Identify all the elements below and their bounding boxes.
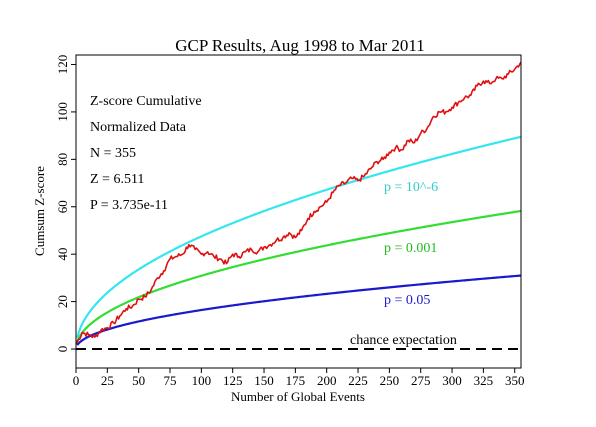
annotation-z: Z = 6.511 [90,172,144,187]
annotation-title: Z-score Cumulative [90,94,202,109]
y-tick-label: 100 [55,102,70,122]
x-tick-label: 250 [380,373,400,388]
annotation-n: N = 355 [90,146,136,161]
envelope-line [76,135,522,339]
y-tick-label: 60 [55,200,70,213]
annotation-normalized: Normalized Data [90,120,187,135]
x-tick-label: 125 [223,373,243,388]
stats-annotations: Z-score Cumulative Normalized Data N = 3… [90,94,202,213]
series-label-chance: chance expectation [350,333,457,348]
annotation-p: P = 3.735e-11 [90,198,168,213]
x-tick-label: 0 [73,373,80,388]
x-tick-label: 25 [101,373,114,388]
x-tick-label: 200 [317,373,337,388]
x-axis: 0 25 50 75 100 125 150 175 200 225 250 275 300 325 350 [73,368,525,388]
x-tick-label: 300 [442,373,462,388]
x-tick-label: 75 [164,373,177,388]
y-tick-label: 80 [55,153,70,166]
y-tick-label: 40 [55,248,70,261]
plot-area [75,61,522,351]
y-tick-label: 0 [55,346,70,353]
plot-frame [75,54,522,369]
x-tick-label: 50 [132,373,145,388]
cumulative-zscore-line [75,61,522,345]
series-label-p-005: p = 0.05 [384,293,430,308]
envelope-line [76,209,522,343]
x-tick-label: 325 [474,373,494,388]
x-tick-label: 100 [192,373,212,388]
x-tick-label: 175 [286,373,306,388]
x-tick-label: 275 [411,373,431,388]
envelope-line [76,274,522,346]
x-axis-label: Number of Global Events [231,389,365,404]
x-tick-label: 150 [254,373,274,388]
y-tick-label: 20 [55,295,70,308]
x-tick-label: 350 [505,373,525,388]
series-label-p-1e-6: p = 10^-6 [384,180,438,195]
y-axis-label: Cumsum Z-score [32,166,47,256]
series-label-p-0001: p = 0.001 [384,241,437,256]
y-tick-label: 120 [55,55,70,75]
chart-title: GCP Results, Aug 1998 to Mar 2011 [175,36,425,55]
y-axis: 0 20 40 60 80 100 120 [55,55,76,353]
x-tick-label: 225 [348,373,368,388]
